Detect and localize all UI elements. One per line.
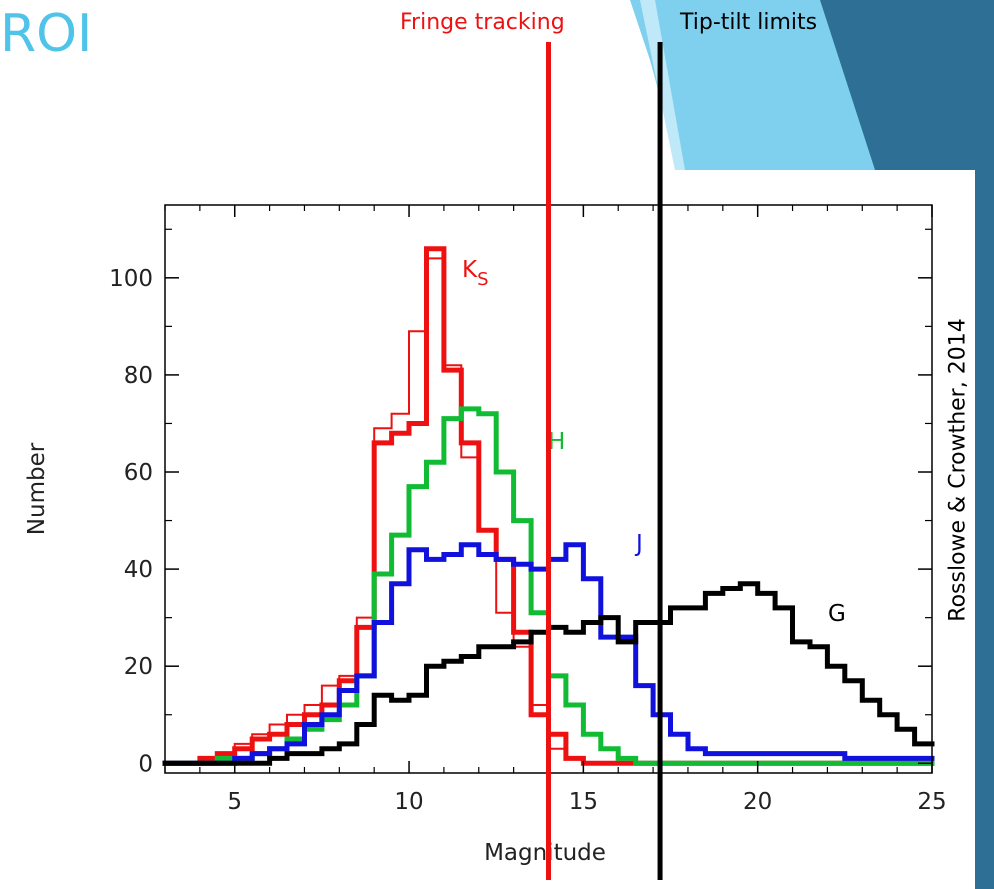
series-h-thick-2 xyxy=(162,406,935,766)
y-tick-label: 20 xyxy=(124,654,153,680)
tiptilt-limit-label: Tip-tilt limits xyxy=(680,10,818,35)
x-tick-label: 25 xyxy=(917,789,946,815)
x-axis-title: Magnitude xyxy=(484,840,606,866)
axis-layer: 5 10 15 20 25 0 20 40 60 80 100 xyxy=(109,204,947,815)
slide-title: ROI xyxy=(0,4,93,64)
y-tick-label: 40 xyxy=(124,557,153,583)
series-label-g: G xyxy=(828,601,846,627)
citation-credit: Rosslowe & Crowther, 2014 xyxy=(945,318,971,622)
series-j-thick-3 xyxy=(162,542,935,766)
series-label-h: H xyxy=(548,429,565,455)
limit-layer xyxy=(546,42,663,880)
series-label-ks-subscript: S xyxy=(477,269,488,290)
y-axis-title: Number xyxy=(24,442,50,535)
y-tick-label: 80 xyxy=(124,363,153,389)
fringe-tracking-label: Fringe tracking xyxy=(400,10,565,35)
y-tick-label: 60 xyxy=(124,460,153,486)
x-tick-label: 5 xyxy=(227,789,242,815)
x-tick-label: 15 xyxy=(569,789,598,815)
ribbon-light xyxy=(630,0,875,170)
x-tick-label: 20 xyxy=(743,789,772,815)
y-tick-label: 0 xyxy=(138,751,153,777)
series-label-j: J xyxy=(634,531,643,557)
series-g-thick-4 xyxy=(162,581,935,766)
series-layer xyxy=(162,246,935,766)
series-label-ks: KS xyxy=(462,257,489,290)
y-tick-label: 100 xyxy=(109,266,153,292)
x-tick-label: 10 xyxy=(394,789,423,815)
